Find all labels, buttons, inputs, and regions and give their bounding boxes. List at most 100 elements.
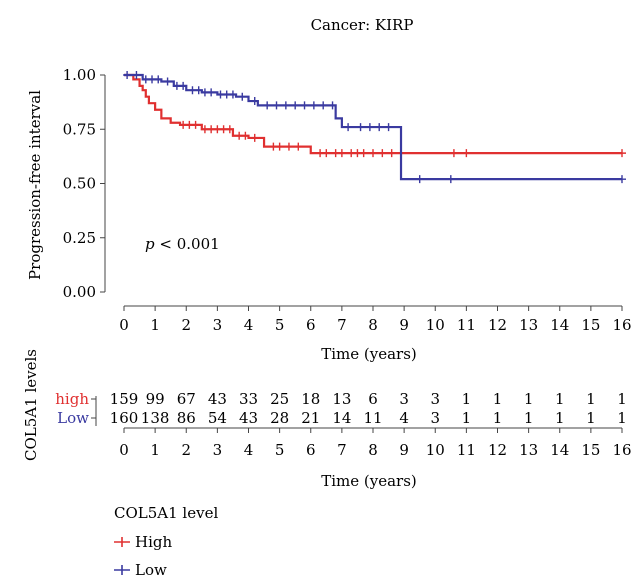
risk-count: 159 <box>110 390 139 408</box>
censor-mark-low <box>415 175 424 184</box>
x-tick-labels: 0 1 2 3 4 5 6 7 8 9 10 11 12 13 14 15 16 <box>119 316 631 334</box>
y-tick-label: 0.25 <box>63 229 96 247</box>
y-tick-label: 1.00 <box>63 66 96 84</box>
x-tick-label: 8 <box>368 316 378 334</box>
axes <box>100 74 623 311</box>
risk-x-tick-label: 13 <box>519 441 538 459</box>
legend-entries: High Low <box>114 533 172 579</box>
risk-count: 14 <box>332 409 351 427</box>
risk-table-x-label: Time (years) <box>321 472 417 490</box>
risk-count: 1 <box>524 409 534 427</box>
km-plot: 0.000.250.500.751.00 0 1 2 3 4 5 6 7 8 9 10 11 12 13 1… <box>26 66 632 363</box>
censor-mark-low <box>154 75 163 84</box>
x-tick-label: 15 <box>581 316 600 334</box>
censor-mark-low <box>618 175 626 184</box>
censor-mark-high <box>241 131 250 140</box>
risk-count: 54 <box>208 409 227 427</box>
risk-count: 21 <box>301 409 320 427</box>
x-tick-label: 5 <box>275 316 285 334</box>
censor-mark-low <box>179 81 188 90</box>
x-tick-label: 16 <box>612 316 631 334</box>
y-tick-label: 0.75 <box>63 120 96 138</box>
risk-count: 1 <box>493 390 503 408</box>
censor-mark-low <box>272 101 281 110</box>
censor-mark-low <box>291 101 300 110</box>
censor-mark-low <box>300 101 309 110</box>
risk-count: 138 <box>141 409 170 427</box>
censor-mark-low <box>309 101 318 110</box>
censor-mark-low <box>365 123 374 132</box>
risk-count: 1 <box>617 409 627 427</box>
risk-count: 1 <box>555 409 565 427</box>
legend-swatch <box>114 537 130 547</box>
x-tick-label: 9 <box>399 316 409 334</box>
censor-mark-low <box>328 101 337 110</box>
risk-x-tick-label: 7 <box>337 441 347 459</box>
risk-count: 160 <box>110 409 139 427</box>
p-value-text: < 0.001 <box>155 235 220 253</box>
risk-count: 1 <box>586 409 596 427</box>
x-tick-label: 11 <box>457 316 476 334</box>
risk-count: 4 <box>399 409 409 427</box>
x-tick-label: 0 <box>119 316 129 334</box>
risk-x-tick-label: 3 <box>213 441 223 459</box>
risk-count: 43 <box>208 390 227 408</box>
risk-x-tick-label: 15 <box>581 441 600 459</box>
censor-mark-low <box>207 88 216 97</box>
risk-x-tick-label: 16 <box>612 441 631 459</box>
legend-title: COL5A1 level <box>114 504 218 522</box>
legend-swatch <box>114 565 130 575</box>
x-tick-label: 14 <box>550 316 569 334</box>
risk-x-tick-label: 6 <box>306 441 316 459</box>
risk-count: 3 <box>430 409 440 427</box>
y-tick-labels: 0.00 0.25 0.50 0.75 1.00 <box>63 66 96 301</box>
chart-title: Cancer: KIRP <box>311 16 414 34</box>
censor-mark-low <box>281 101 290 110</box>
x-tick-label: 2 <box>181 316 191 334</box>
x-tick-label: 4 <box>244 316 254 334</box>
risk-count: 25 <box>270 390 289 408</box>
p-symbol: p <box>145 235 155 253</box>
risk-count: 3 <box>399 390 409 408</box>
censor-mark-low <box>238 92 247 101</box>
risk-count: 99 <box>146 390 165 408</box>
x-tick-label: 1 <box>150 316 160 334</box>
risk-count: 1 <box>524 390 534 408</box>
censor-marks <box>123 71 626 184</box>
risk-x-tick-label: 2 <box>181 441 191 459</box>
censor-mark-low <box>132 71 141 79</box>
p-value-annotation: p < 0.001 <box>145 235 220 253</box>
risk-count: 1 <box>555 390 565 408</box>
risk-count: 1 <box>586 390 596 408</box>
curve-high <box>124 73 622 155</box>
censor-mark-low <box>250 97 259 106</box>
censor-mark-low <box>163 77 172 86</box>
risk-x-tick-label: 9 <box>399 441 409 459</box>
censor-mark-high <box>369 149 377 158</box>
risk-row-label-low: Low <box>57 409 89 427</box>
risk-count: 6 <box>368 390 378 408</box>
censor-mark-high <box>275 142 284 151</box>
risk-count: 43 <box>239 409 258 427</box>
risk-count: 28 <box>270 409 289 427</box>
censor-mark-high <box>322 149 331 158</box>
censor-mark-low <box>194 86 203 95</box>
legend: COL5A1 level High Low <box>114 504 218 579</box>
risk-x-tick-label: 12 <box>488 441 507 459</box>
censor-mark-high <box>618 149 626 158</box>
x-tick-label: 10 <box>426 316 445 334</box>
censor-mark-high <box>378 149 387 158</box>
legend-entry-high: High <box>114 533 172 551</box>
legend-label: Low <box>135 561 167 579</box>
legend-label: High <box>135 533 172 551</box>
risk-x-tick-label: 11 <box>457 441 476 459</box>
censor-mark-high <box>387 149 396 158</box>
risk-count: 13 <box>332 390 351 408</box>
risk-x-tick-label: 1 <box>150 441 160 459</box>
censor-mark-high <box>250 133 259 142</box>
x-tick-label: 6 <box>306 316 316 334</box>
risk-x-tick-label: 5 <box>275 441 285 459</box>
x-tick-label: 12 <box>488 316 507 334</box>
risk-count: 18 <box>301 390 320 408</box>
